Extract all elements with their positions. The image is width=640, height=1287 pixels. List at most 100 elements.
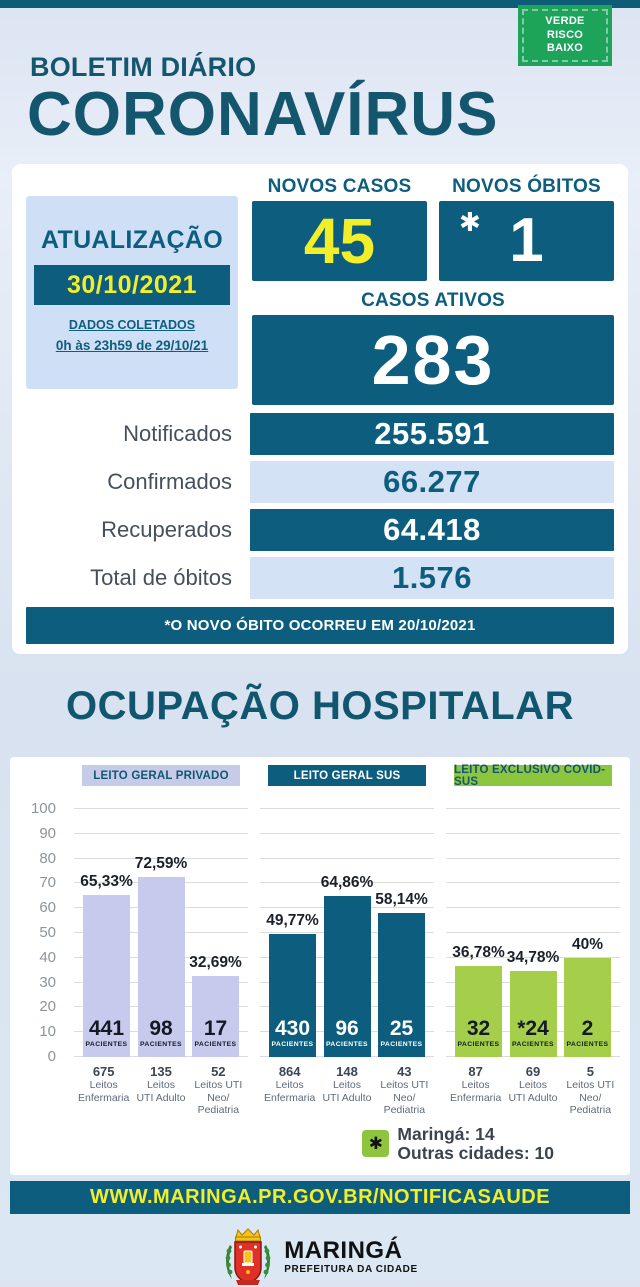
gridline xyxy=(446,882,620,884)
chart-y-axis: 0 10 20 30 40 50 60 70 80 90 100 xyxy=(20,800,62,1065)
chart-panel: 49,77% 430 PACIENTES 64,86% 96 PACIENTES 58,14… xyxy=(260,808,434,1057)
risk-badge-dashed-border xyxy=(522,9,608,62)
active-cases-box: 283 xyxy=(252,315,614,405)
gridline xyxy=(260,857,434,859)
bar-beds-caption: 87 Leitos Enfermaria xyxy=(447,1064,504,1117)
hospital-section-title: OCUPAÇÃO HOSPITALAR xyxy=(65,684,574,728)
chart-captions-row: 675 Leitos Enfermaria 135 Leitos UTI Adulto 52… xyxy=(20,1064,620,1117)
bar-beds-caption: 5 Leitos UTI Neo/Pediatria xyxy=(562,1064,619,1117)
legend-line: Outras cidades: 10 xyxy=(397,1142,554,1163)
y-axis-tick: 90 xyxy=(39,824,56,842)
death-note-bar: *O NOVO ÓBITO OCORREU EM 20/10/2021 xyxy=(26,607,614,644)
gridline xyxy=(446,907,620,909)
gridline xyxy=(260,832,434,834)
bar-beds-caption: 52 Leitos UTI Neo/Pediatria xyxy=(190,1064,247,1117)
risk-badge: VERDE RISCO BAIXO xyxy=(518,5,612,66)
occupancy-bar: 36,78% 32 PACIENTES xyxy=(452,944,505,1057)
beds-caption-line: UTI Adulto xyxy=(508,1091,558,1104)
bar-slot: 49,77% 430 PACIENTES xyxy=(266,912,319,1057)
beds-total: 675 xyxy=(92,1064,115,1079)
beds-caption-line: Leitos xyxy=(89,1079,118,1091)
bar-patients-word: PACIENTES xyxy=(85,1041,128,1048)
asterisk-icon: ✱ xyxy=(459,207,481,237)
gridline xyxy=(260,882,434,884)
bar-patients-word: PACIENTES xyxy=(457,1041,500,1048)
chart-captions: 87 Leitos Enfermaria 69 Leitos UTI Adulto 5 Lei… xyxy=(446,1064,620,1117)
beds-caption-line: Leitos xyxy=(518,1079,547,1091)
bar-slot: 72,59% 98 PACIENTES xyxy=(135,855,187,1057)
bar-beds-caption: 135 Leitos UTI Adulto xyxy=(132,1064,189,1117)
stats-card: ATUALIZAÇÃO 30/10/2021 DADOS COLETADOS 0… xyxy=(12,164,628,654)
bar-beds-caption: 864 Leitos Enfermaria xyxy=(261,1064,318,1117)
legend-line: Maringá: 14 xyxy=(397,1123,495,1144)
notifica-saude-url[interactable]: WWW.MARINGA.PR.GOV.BR/NOTIFICASAUDE xyxy=(89,1185,551,1208)
bulletin-subtitle: BOLETIM DIÁRIO xyxy=(30,52,257,82)
bar-patients-word: PACIENTES xyxy=(566,1041,609,1048)
beds-total: 148 xyxy=(336,1064,358,1079)
y-axis-tick: 70 xyxy=(39,874,56,892)
chart-group-header-privado: LEITO GERAL PRIVADO xyxy=(82,765,240,786)
beds-total: 135 xyxy=(150,1064,172,1079)
new-cases-box: 45 xyxy=(252,201,427,281)
new-deaths-label: NOVOS ÓBITOS xyxy=(452,176,601,197)
gridline xyxy=(446,808,620,809)
beds-caption-line: Enfermaria xyxy=(77,1091,130,1104)
beds-caption-line: Leitos xyxy=(332,1079,361,1091)
org-name: MARINGÁ xyxy=(284,1236,403,1264)
new-cases-label: NOVOS CASOS xyxy=(267,176,412,197)
bar-patients-word: PACIENTES xyxy=(271,1041,314,1048)
beds-total: 864 xyxy=(278,1064,301,1079)
beds-caption-line: UTI Adulto xyxy=(322,1091,372,1104)
bar-patients-count: 96 xyxy=(335,1017,359,1040)
hospital-occupancy-chart: LEITO GERAL PRIVADO LEITO GERAL SUS LEIT… xyxy=(10,757,630,1175)
chart-plot-row: 0 10 20 30 40 50 60 70 80 90 100 65,33% 441 PACIENTE… xyxy=(20,800,620,1065)
bar-patients-count: 441 xyxy=(88,1017,125,1040)
row-value-bar: 1.576 xyxy=(250,557,614,599)
gridline xyxy=(260,808,434,809)
y-axis-tick: 0 xyxy=(47,1048,56,1065)
y-axis-tick: 10 xyxy=(39,1023,56,1041)
bar-slot: 65,33% 441 PACIENTES xyxy=(80,873,133,1057)
bar-slot: 36,78% 32 PACIENTES xyxy=(452,944,505,1057)
bar-percent-label: 49,77% xyxy=(266,911,319,929)
occupancy-bar: 58,14% 25 PACIENTES xyxy=(375,891,428,1057)
bar-beds-caption: 43 Leitos UTI Neo/Pediatria xyxy=(376,1064,433,1117)
collected-period: 0h às 23h59 de 29/10/21 xyxy=(55,338,209,353)
gridline xyxy=(74,808,248,809)
table-row: Total de óbitos 1.576 xyxy=(26,557,614,599)
bar-patients-count: 17 xyxy=(203,1017,228,1040)
chart-captions: 864 Leitos Enfermaria 148 Leitos UTI Adulto 43… xyxy=(260,1064,434,1117)
bar-percent-label: 65,33% xyxy=(80,872,133,890)
bar-slot: 34,78% *24 PACIENTES xyxy=(507,949,559,1057)
beds-caption-line: Neo/ xyxy=(393,1091,416,1104)
notifica-saude-url-bar[interactable]: WWW.MARINGA.PR.GOV.BR/NOTIFICASAUDE xyxy=(10,1180,630,1214)
row-value-bar: 66.277 xyxy=(250,461,614,503)
bar-percent-label: 40% xyxy=(571,935,604,953)
death-note-text: *O NOVO ÓBITO OCORREU EM 20/10/2021 xyxy=(164,617,476,634)
bar-percent-label: 72,59% xyxy=(134,854,188,872)
page-title: CORONAVÍRUS xyxy=(27,80,499,149)
bar-percent-label: 58,14% xyxy=(375,890,428,908)
chart-captions: 675 Leitos Enfermaria 135 Leitos UTI Adulto 52… xyxy=(74,1064,248,1117)
bar-patients-count: *24 xyxy=(517,1017,549,1040)
row-label: Notificados xyxy=(123,421,232,446)
beds-total: 87 xyxy=(468,1064,483,1079)
occupancy-bar: 32,69% 17 PACIENTES xyxy=(189,954,242,1057)
table-row: Recuperados 64.418 xyxy=(26,509,614,551)
y-axis-tick: 30 xyxy=(39,973,56,991)
maringa-crest-icon xyxy=(225,1227,271,1285)
bar-patients-count: 25 xyxy=(389,1017,414,1040)
org-subtitle: PREFEITURA DA CIDADE xyxy=(284,1263,418,1275)
legend-asterisk-icon: ✱ xyxy=(362,1130,390,1157)
beds-total: 69 xyxy=(525,1064,541,1079)
row-value: 66.277 xyxy=(383,464,481,499)
beds-caption-line: Leitos UTI xyxy=(566,1079,615,1091)
row-label: Total de óbitos xyxy=(90,565,232,590)
bar-percent-label: 34,78% xyxy=(506,948,560,966)
bar-beds-caption: 69 Leitos UTI Adulto xyxy=(504,1064,561,1117)
bar-patients-word: PACIENTES xyxy=(326,1041,368,1048)
beds-total: 43 xyxy=(397,1064,412,1079)
gridline xyxy=(446,857,620,859)
occupancy-bar: 65,33% 441 PACIENTES xyxy=(80,873,133,1057)
bars-row: 49,77% 430 PACIENTES 64,86% 96 PACIENTES 58,14… xyxy=(260,809,434,1057)
